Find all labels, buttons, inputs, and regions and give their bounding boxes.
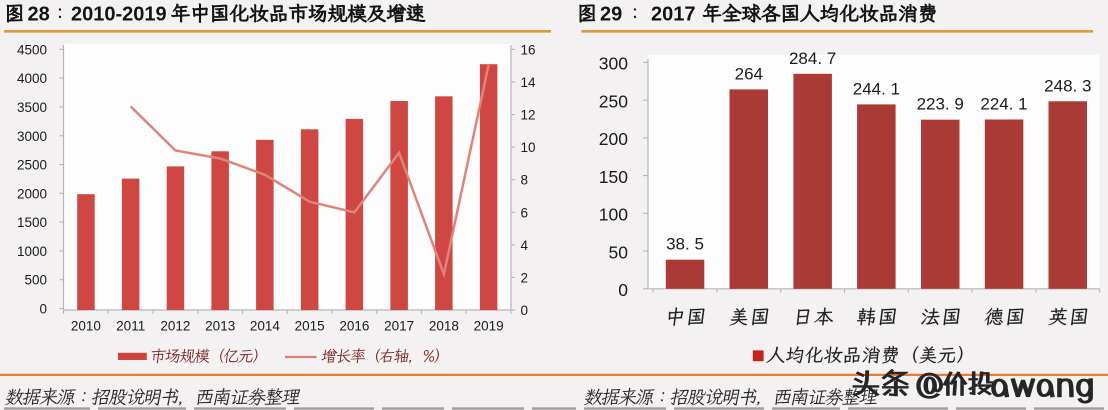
svg-text:12: 12 [521,108,536,123]
svg-text:29: 29 [600,3,622,25]
svg-text:6: 6 [521,205,529,220]
svg-text:8: 8 [521,173,529,188]
svg-text:1500: 1500 [17,215,47,230]
svg-text:224. 1: 224. 1 [980,95,1027,114]
svg-text:2017: 2017 [384,318,414,333]
svg-text:244. 1: 244. 1 [853,79,900,98]
svg-text:14: 14 [521,75,537,90]
svg-text:0: 0 [618,280,628,300]
svg-text:28: 28 [28,3,50,25]
svg-text:10: 10 [521,140,536,155]
svg-text:38. 5: 38. 5 [666,235,704,254]
svg-text:2018: 2018 [429,318,459,333]
svg-text:100: 100 [599,205,628,225]
svg-text:2: 2 [521,270,529,285]
svg-text:500: 500 [24,273,47,288]
svg-text:150: 150 [599,167,628,187]
svg-text:2015: 2015 [295,318,325,333]
svg-text:3500: 3500 [17,100,47,115]
svg-text:0: 0 [39,302,47,317]
svg-text:2013: 2013 [205,318,235,333]
svg-text:2012: 2012 [160,318,190,333]
svg-text:3000: 3000 [17,129,47,144]
svg-text:250: 250 [599,91,628,111]
svg-text:50: 50 [609,242,629,262]
svg-text:2010-2019: 2010-2019 [71,3,167,25]
svg-text:2016: 2016 [339,318,369,333]
svg-text:1000: 1000 [17,244,47,259]
svg-text:200: 200 [599,129,628,149]
svg-text:2500: 2500 [17,158,47,173]
svg-text:2014: 2014 [250,318,281,333]
svg-text:264: 264 [735,64,763,83]
svg-text:2010: 2010 [71,318,101,333]
svg-text:284. 7: 284. 7 [789,49,836,68]
svg-text:223. 9: 223. 9 [917,95,964,114]
svg-text:300: 300 [599,54,628,74]
svg-text:2017: 2017 [651,3,696,25]
svg-text:16: 16 [521,42,536,57]
svg-text:2011: 2011 [116,318,145,333]
svg-text:2000: 2000 [17,186,47,201]
svg-text:2019: 2019 [474,318,504,333]
svg-text:4500: 4500 [17,42,47,57]
svg-text:248. 3: 248. 3 [1044,76,1091,95]
svg-text:0: 0 [521,303,529,318]
svg-text:4: 4 [521,238,529,253]
svg-text:4000: 4000 [17,71,47,86]
